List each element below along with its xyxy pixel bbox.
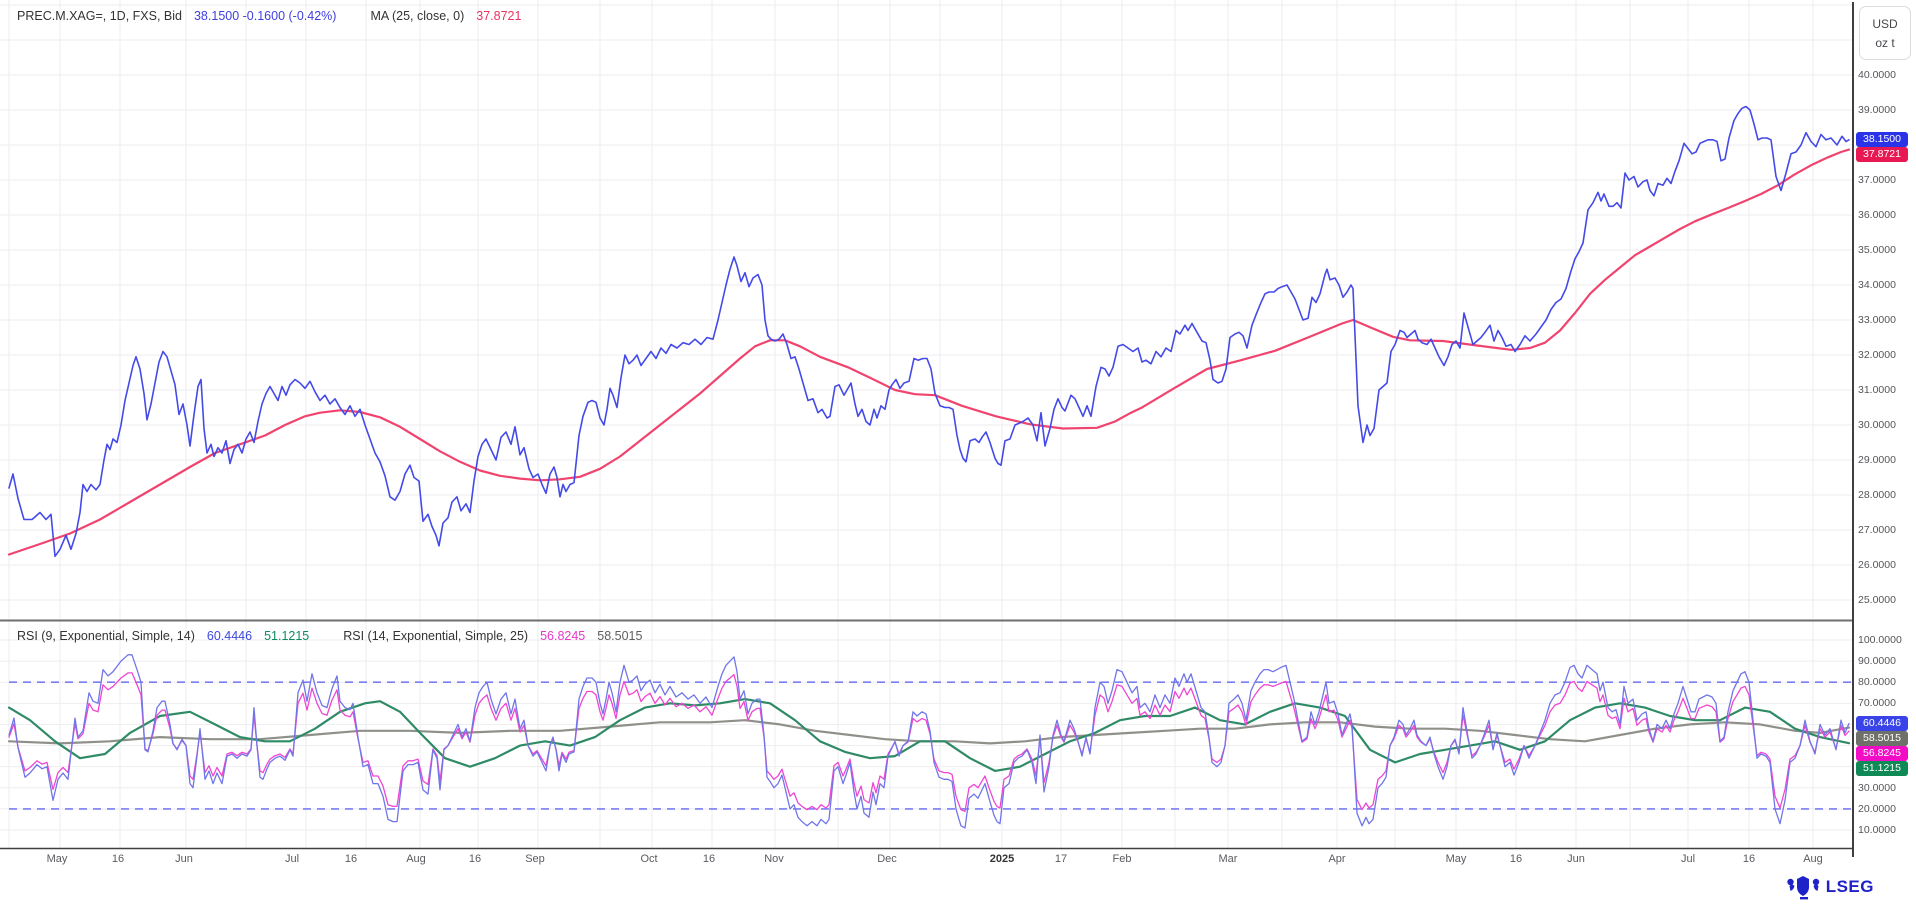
rsi9-signal-line (7, 697, 1851, 773)
rsi-tick-label: 20.0000 (1858, 802, 1896, 815)
rsi9-signal-value: 51.1215 (264, 629, 310, 643)
time-tick-label: 17 (1054, 853, 1068, 865)
lseg-logo-text: LSEG (1825, 877, 1874, 896)
rsi14-legend-label: RSI (14, Exponential, Simple, 25) (343, 629, 529, 643)
price-tick-label: 30.0000 (1858, 419, 1896, 431)
rsi14-value: 56.8245 (540, 629, 586, 643)
time-tick-label: Jun (175, 853, 193, 865)
time-tick-label: 16 (468, 853, 482, 865)
time-tick-label: Sep (525, 853, 545, 865)
axis-value-badge: 60.4446 (1856, 716, 1908, 731)
price-tick-label: 28.0000 (1858, 489, 1896, 501)
time-tick-label: 16 (111, 853, 125, 865)
price-tick-label: 39.0000 (1858, 104, 1896, 116)
time-tick-label: Jun (1567, 853, 1585, 865)
time-tick-label: 16 (1742, 853, 1756, 865)
rsi14-signal-line (7, 719, 1851, 745)
rsi9-line (8, 654, 1850, 829)
ma-line (7, 148, 1851, 556)
axis-value-badge: 56.8245 (1856, 746, 1908, 761)
ma-legend-label: MA (25, close, 0) (370, 9, 465, 23)
rsi-legend[interactable]: RSI (9, Exponential, Simple, 14) 60.4446… (17, 629, 654, 643)
rsi-tick-label: 80.0000 (1858, 676, 1896, 689)
price-axis-unit-box: USD oz t (1859, 6, 1911, 60)
price-line (8, 105, 1850, 558)
time-tick-label: 16 (702, 853, 716, 865)
lseg-logo: LSEG (1787, 874, 1874, 900)
price-tick-label: 33.0000 (1858, 314, 1896, 326)
unit-currency-label: USD (1872, 16, 1898, 31)
rsi-tick-label: 90.0000 (1858, 655, 1896, 668)
price-tick-label: 37.0000 (1858, 174, 1896, 186)
rsi-tick-label: 30.0000 (1858, 781, 1896, 794)
time-tick-label: Apr (1328, 853, 1346, 865)
time-tick-label: Nov (764, 853, 784, 865)
price-tick-label: 35.0000 (1858, 244, 1896, 256)
time-tick-label: Oct (640, 853, 658, 865)
rsi-tick-label: 70.0000 (1858, 697, 1896, 710)
rsi9-legend-label: RSI (9, Exponential, Simple, 14) (17, 629, 195, 643)
time-tick-label: 2025 (989, 853, 1015, 865)
main-chart-legend[interactable]: PREC.M.XAG=, 1D, FXS, Bid 38.1500 -0.160… (17, 9, 533, 23)
time-tick-label: May (1445, 853, 1467, 865)
price-tick-label: 31.0000 (1858, 384, 1896, 396)
time-tick-label: Aug (406, 853, 426, 865)
price-tick-label: 29.0000 (1858, 454, 1896, 466)
price-tick-label: 36.0000 (1858, 209, 1896, 221)
rsi14-signal-value: 58.5015 (597, 629, 643, 643)
rsi-tick-label: 10.0000 (1858, 824, 1896, 836)
time-tick-label: Jul (1680, 853, 1696, 865)
time-tick-label: Mar (1218, 853, 1238, 865)
price-tick-label: 27.0000 (1858, 524, 1896, 536)
last-quote-value: 38.1500 -0.1600 (-0.42%) (193, 9, 337, 23)
price-tick-label: 40.0000 (1858, 69, 1896, 81)
time-tick-label: Feb (1112, 853, 1132, 865)
time-tick-label: May (46, 853, 68, 865)
price-tick-label: 25.0000 (1858, 594, 1896, 606)
price-tick-label: 34.0000 (1858, 279, 1896, 291)
axis-value-badge: 51.1215 (1856, 761, 1908, 776)
lseg-crest-icon (1787, 876, 1819, 900)
axis-value-badge: 58.5015 (1856, 731, 1908, 746)
time-tick-label: 16 (344, 853, 358, 865)
time-tick-label: 16 (1509, 853, 1523, 865)
rsi9-value: 60.4446 (206, 629, 253, 643)
time-tick-label: Jul (284, 853, 300, 865)
unit-measure-label: oz t (1875, 35, 1895, 50)
ma-value: 37.8721 (476, 9, 522, 23)
axis-value-badge: 38.1500 (1856, 132, 1908, 148)
rsi-tick-label: 100.0000 (1858, 634, 1902, 646)
price-tick-label: 32.0000 (1858, 349, 1896, 361)
price-tick-label: 26.0000 (1858, 559, 1896, 571)
time-tick-label: Dec (877, 853, 897, 865)
axis-value-badge: 37.8721 (1856, 147, 1908, 163)
instrument-label: PREC.M.XAG=, 1D, FXS, Bid (17, 9, 182, 23)
time-tick-label: Aug (1803, 853, 1823, 865)
